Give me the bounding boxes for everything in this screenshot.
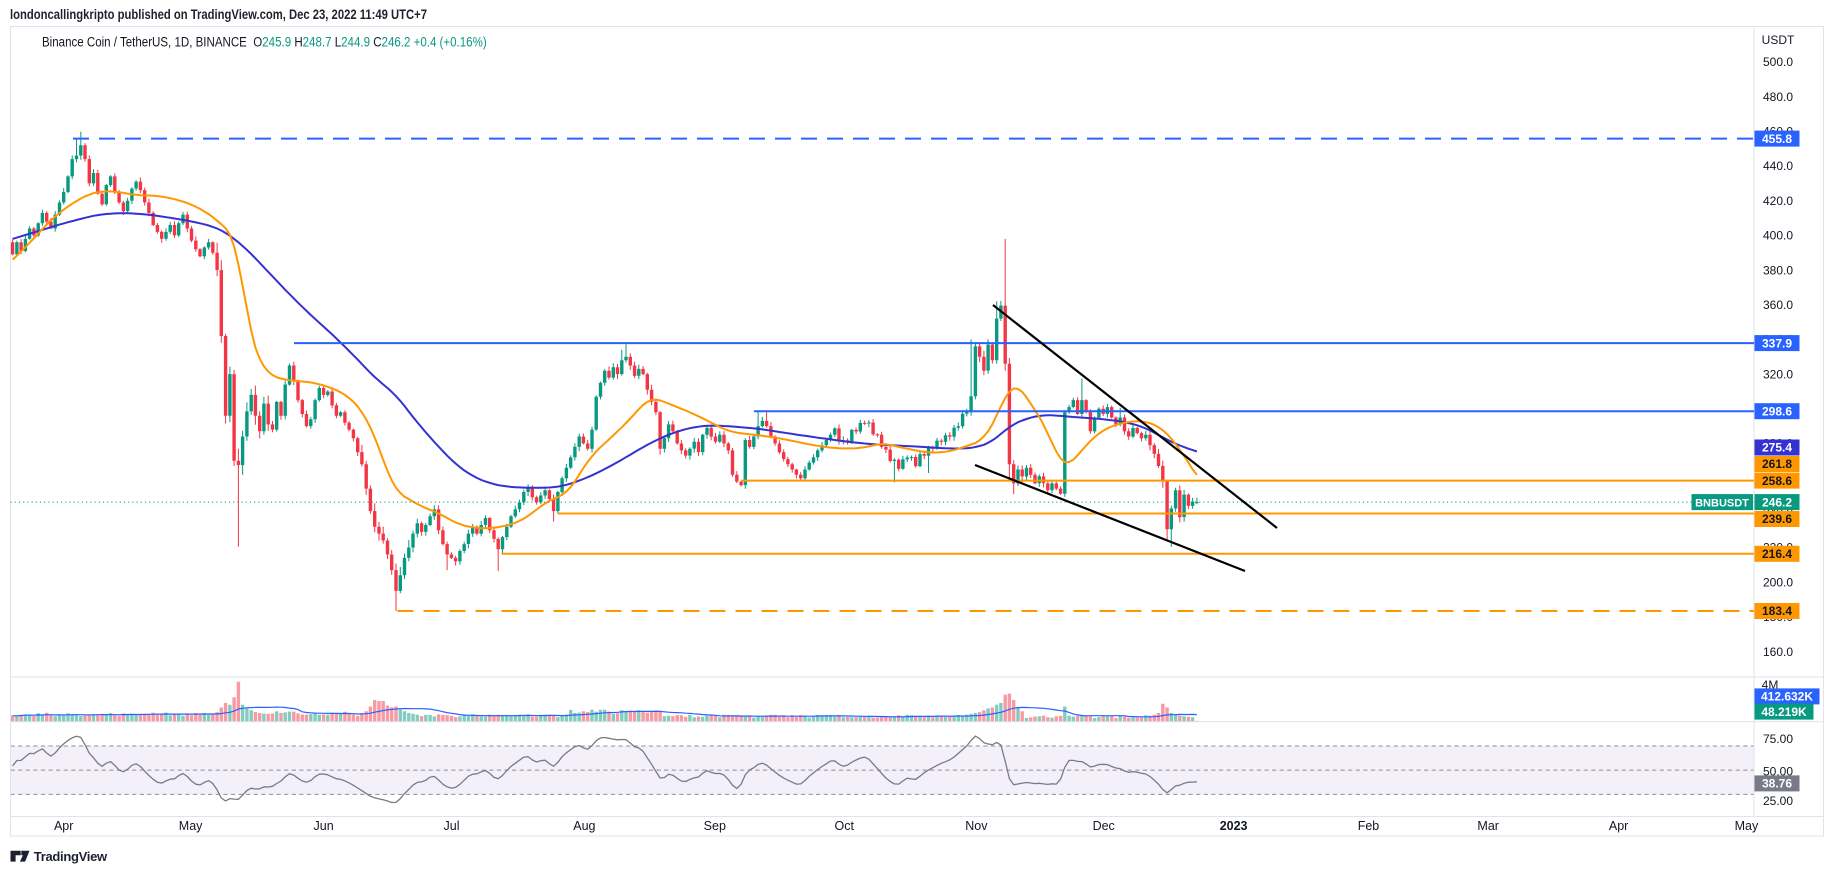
svg-text:200.0: 200.0 bbox=[1763, 575, 1793, 589]
svg-text:Aug: Aug bbox=[573, 819, 595, 833]
svg-text:Feb: Feb bbox=[1358, 819, 1380, 833]
svg-text:Oct: Oct bbox=[834, 819, 854, 833]
svg-text:320.0: 320.0 bbox=[1763, 367, 1793, 381]
svg-text:75.00: 75.00 bbox=[1763, 732, 1793, 746]
svg-text:2023: 2023 bbox=[1220, 819, 1248, 833]
svg-text:May: May bbox=[179, 819, 203, 833]
svg-text:Jun: Jun bbox=[314, 819, 334, 833]
svg-text:500.0: 500.0 bbox=[1763, 55, 1793, 69]
svg-text:Jul: Jul bbox=[444, 819, 460, 833]
svg-text:258.6: 258.6 bbox=[1762, 474, 1792, 488]
svg-text:380.0: 380.0 bbox=[1763, 263, 1793, 277]
svg-text:160.0: 160.0 bbox=[1763, 645, 1793, 659]
svg-text:183.4: 183.4 bbox=[1762, 604, 1792, 618]
svg-text:Binance Coin / TetherUS, 1D, B: Binance Coin / TetherUS, 1D, BINANCE O24… bbox=[42, 35, 487, 50]
svg-text:38.76: 38.76 bbox=[1762, 777, 1792, 791]
svg-text:Apr: Apr bbox=[54, 819, 73, 833]
svg-text:412.632K: 412.632K bbox=[1761, 690, 1813, 704]
svg-text:480.0: 480.0 bbox=[1763, 90, 1793, 104]
svg-text:Nov: Nov bbox=[965, 819, 988, 833]
svg-text:May: May bbox=[1735, 819, 1759, 833]
svg-text:216.4: 216.4 bbox=[1762, 547, 1792, 561]
svg-text:400.0: 400.0 bbox=[1763, 229, 1793, 243]
svg-text:239.6: 239.6 bbox=[1762, 512, 1792, 526]
svg-text:246.2: 246.2 bbox=[1762, 495, 1792, 509]
svg-text:londoncallingkripto published: londoncallingkripto published on Trading… bbox=[10, 7, 427, 22]
svg-text:420.0: 420.0 bbox=[1763, 194, 1793, 208]
svg-text:Sep: Sep bbox=[704, 819, 726, 833]
svg-text:455.8: 455.8 bbox=[1762, 132, 1792, 146]
svg-text:261.8: 261.8 bbox=[1762, 457, 1792, 471]
svg-text:USDT: USDT bbox=[1762, 33, 1795, 47]
svg-text:48.219K: 48.219K bbox=[1761, 705, 1807, 719]
svg-text:BNBUSDT: BNBUSDT bbox=[1695, 497, 1749, 509]
svg-text:337.9: 337.9 bbox=[1762, 336, 1792, 350]
svg-text:275.4: 275.4 bbox=[1762, 441, 1792, 455]
svg-text:298.6: 298.6 bbox=[1762, 404, 1792, 418]
svg-text:360.0: 360.0 bbox=[1763, 298, 1793, 312]
svg-text:50.00: 50.00 bbox=[1763, 764, 1793, 778]
svg-text:Apr: Apr bbox=[1609, 819, 1628, 833]
svg-text:25.00: 25.00 bbox=[1763, 794, 1793, 808]
svg-text:440.0: 440.0 bbox=[1763, 159, 1793, 173]
svg-text:Dec: Dec bbox=[1093, 819, 1115, 833]
svg-text:Mar: Mar bbox=[1477, 819, 1499, 833]
svg-text:TradingView: TradingView bbox=[34, 849, 108, 864]
